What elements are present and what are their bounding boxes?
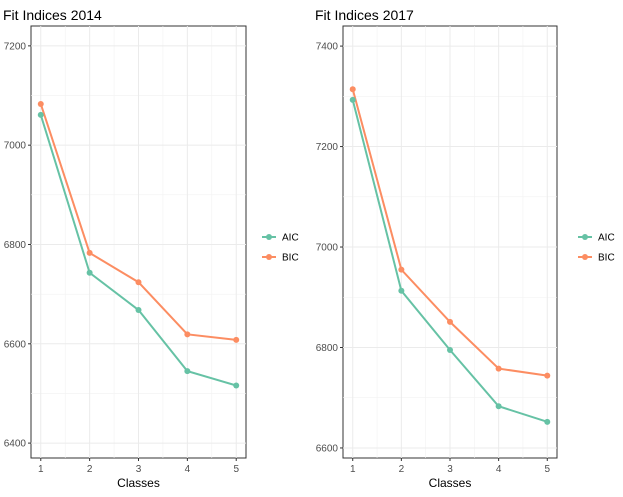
chart-title: Fit Indices 2017 [315, 7, 414, 23]
data-point-aic [86, 269, 93, 276]
y-tick-label: 7400 [316, 42, 339, 53]
x-tick-label: 1 [350, 464, 356, 475]
legend-label: BIC [598, 253, 615, 264]
y-tick-label: 6400 [4, 439, 27, 450]
data-point-aic [349, 96, 356, 103]
data-point-aic [184, 368, 191, 375]
data-point-bic [37, 100, 44, 107]
x-tick-label: 3 [447, 464, 453, 475]
data-point-aic [544, 418, 551, 425]
data-point-aic [233, 382, 240, 389]
data-point-bic [86, 249, 93, 256]
legend: AIC BIC [262, 233, 299, 264]
y-tick-label: 7000 [316, 243, 339, 254]
data-point-aic [398, 287, 405, 294]
y-axis: 6400 6600 6800 7000 7200 [4, 41, 31, 450]
y-axis: 6600 6800 7000 7200 7400 [316, 42, 343, 454]
y-tick-label: 6800 [4, 240, 27, 251]
x-tick-label: 1 [38, 464, 44, 475]
x-tick-label: 5 [544, 464, 550, 475]
legend-label: AIC [598, 233, 615, 244]
legend-key-point [582, 234, 588, 240]
y-tick-label: 6600 [4, 339, 27, 350]
x-axis-label: Classes [117, 476, 160, 490]
y-tick-label: 7200 [4, 41, 27, 52]
x-axis: 1 2 3 4 5 [38, 458, 239, 475]
chart-panel-2014: Fit Indices 2014 6400 6600 6800 7000 7200 1 2… [3, 7, 299, 490]
grid-lines [31, 26, 246, 458]
y-tick-label: 7200 [316, 142, 339, 153]
data-point-bic [349, 86, 356, 93]
data-point-bic [447, 318, 453, 325]
grid-lines [343, 26, 557, 458]
y-tick-label: 6600 [316, 443, 339, 454]
series-points [37, 100, 240, 389]
data-point-aic [495, 403, 502, 410]
x-tick-label: 2 [399, 464, 405, 475]
data-point-bic [398, 266, 405, 273]
chart-title: Fit Indices 2014 [3, 7, 102, 23]
series-points [349, 86, 551, 425]
x-axis-label: Classes [429, 476, 472, 490]
data-point-bic [544, 372, 551, 379]
data-point-aic [37, 111, 44, 118]
y-tick-label: 7000 [4, 141, 27, 152]
x-tick-label: 4 [185, 464, 191, 475]
legend-key-point [266, 234, 272, 240]
x-tick-label: 2 [87, 464, 93, 475]
data-point-bic [233, 336, 240, 343]
legend-key-point [582, 254, 588, 260]
data-point-aic [135, 307, 142, 314]
x-tick-label: 3 [136, 464, 142, 475]
x-axis: 1 2 3 4 5 [350, 458, 550, 475]
data-point-bic [495, 365, 502, 372]
legend-label: BIC [282, 253, 299, 264]
legend-key-point [266, 254, 272, 260]
x-tick-label: 4 [496, 464, 502, 475]
chart-panel-2017: Fit Indices 2017 6600 6800 7000 7200 7400 1 2… [315, 7, 615, 490]
data-point-aic [447, 347, 453, 353]
y-tick-label: 6800 [316, 343, 339, 354]
x-tick-label: 5 [233, 464, 239, 475]
data-point-bic [135, 279, 142, 286]
legend: AIC BIC [578, 233, 615, 264]
legend-label: AIC [282, 233, 299, 244]
data-point-bic [184, 331, 191, 338]
